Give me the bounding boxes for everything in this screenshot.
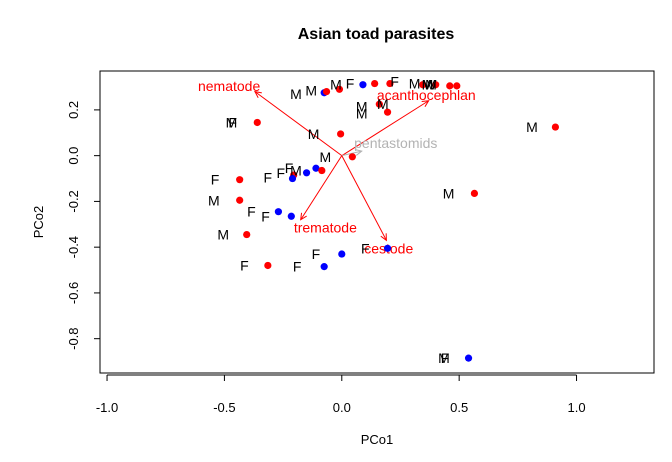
sex-label: F — [247, 204, 256, 220]
sex-label: M — [290, 163, 302, 179]
data-point — [236, 176, 244, 184]
data-point — [253, 118, 261, 127]
sex-label: M — [330, 77, 342, 93]
vector-label: trematode — [294, 220, 357, 236]
data-point — [274, 208, 283, 216]
data-point — [383, 108, 392, 116]
data-point — [419, 81, 427, 89]
sex-label: F — [293, 259, 302, 275]
data-point — [318, 166, 326, 175]
sex-label: M — [226, 114, 238, 130]
y-tick-label: 0.2 — [66, 101, 81, 119]
data-point — [464, 354, 473, 362]
sex-label: F — [285, 160, 294, 176]
data-point — [320, 263, 328, 271]
sex-label: M — [290, 86, 302, 102]
data-point — [371, 79, 379, 88]
y-axis-label: PCo2 — [31, 206, 46, 239]
sex-label: M — [443, 185, 455, 201]
data-point — [264, 261, 272, 270]
sex-label: F — [346, 76, 355, 92]
vector-arrowhead — [380, 233, 387, 242]
y-tick-label: -0.4 — [66, 236, 81, 258]
y-tick-label: -0.2 — [66, 190, 81, 212]
sex-label: M — [409, 76, 421, 92]
vector-arrow — [300, 155, 343, 220]
sex-label: M — [320, 149, 332, 165]
x-tick-label: -1.0 — [96, 400, 118, 415]
data-points — [236, 79, 560, 362]
sex-label: M — [217, 227, 229, 243]
sex-label: M — [377, 96, 389, 112]
vector-arrowhead — [254, 90, 262, 99]
data-point — [338, 250, 346, 258]
data-point — [335, 85, 344, 93]
data-point — [288, 174, 297, 183]
sex-label: F — [390, 73, 399, 89]
sex-label: M — [208, 192, 220, 208]
sex-label: M — [305, 82, 317, 98]
y-tick-label: -0.6 — [66, 282, 81, 304]
sex-label: M — [422, 77, 434, 93]
vector-arrowhead — [421, 100, 430, 107]
sex-label: F — [228, 114, 237, 130]
vector-label: nematode — [198, 78, 260, 94]
sex-label: F — [211, 172, 220, 188]
y-tick-label: -0.8 — [66, 327, 81, 349]
sex-label: F — [276, 165, 285, 181]
vector-arrowhead — [300, 212, 307, 221]
sex-label: M — [425, 77, 437, 93]
data-point — [375, 100, 383, 108]
vector-arrow — [341, 100, 429, 157]
vector-arrowhead — [354, 149, 363, 156]
sex-label: F — [264, 169, 273, 185]
data-point — [322, 87, 331, 96]
x-tick-label: 0.0 — [333, 400, 351, 415]
sex-label: M — [308, 126, 320, 142]
data-point — [243, 230, 251, 239]
vector-arrow — [254, 91, 343, 157]
data-point — [383, 244, 392, 252]
data-point — [236, 196, 244, 204]
vector-arrow — [341, 155, 387, 241]
y-tick-label: 0.0 — [66, 147, 81, 165]
data-point — [386, 79, 394, 88]
x-tick-label: 0.5 — [450, 400, 468, 415]
sex-label: M — [438, 350, 450, 366]
x-tick-label: 1.0 — [567, 400, 585, 415]
data-point — [312, 164, 320, 172]
sex-label: F — [361, 240, 370, 256]
data-point — [432, 81, 440, 89]
data-point — [302, 169, 311, 177]
data-point — [359, 81, 367, 89]
data-point — [453, 82, 461, 90]
axes: -1.0 -0.5 0.0 0.5 1.0 -0.8 -0.6 -0.4 -0.2 0.0 0.2 — [66, 101, 586, 415]
x-tick-label: -0.5 — [213, 400, 235, 415]
sex-label: F — [441, 350, 450, 366]
chart-title: Asian toad parasites — [298, 26, 455, 43]
sex-label: M — [356, 105, 368, 121]
data-point — [287, 212, 295, 220]
vector-label: pentastomids — [354, 135, 437, 151]
x-axis-label: PCo1 — [361, 432, 394, 447]
sex-label: W — [423, 77, 437, 93]
data-point — [337, 130, 345, 138]
sex-label: F — [312, 246, 321, 262]
data-point — [551, 123, 560, 131]
data-point — [348, 153, 356, 161]
data-point — [446, 82, 454, 90]
data-point — [470, 189, 479, 198]
sex-label: F — [240, 257, 249, 273]
sex-label: F — [261, 208, 270, 224]
biplot-vectors: nematode acanthocephlan pentastomids tremat… — [198, 78, 476, 256]
sex-label: M — [526, 119, 538, 135]
sex-label: M — [356, 98, 368, 114]
vector-label: acanthocephlan — [377, 87, 476, 103]
